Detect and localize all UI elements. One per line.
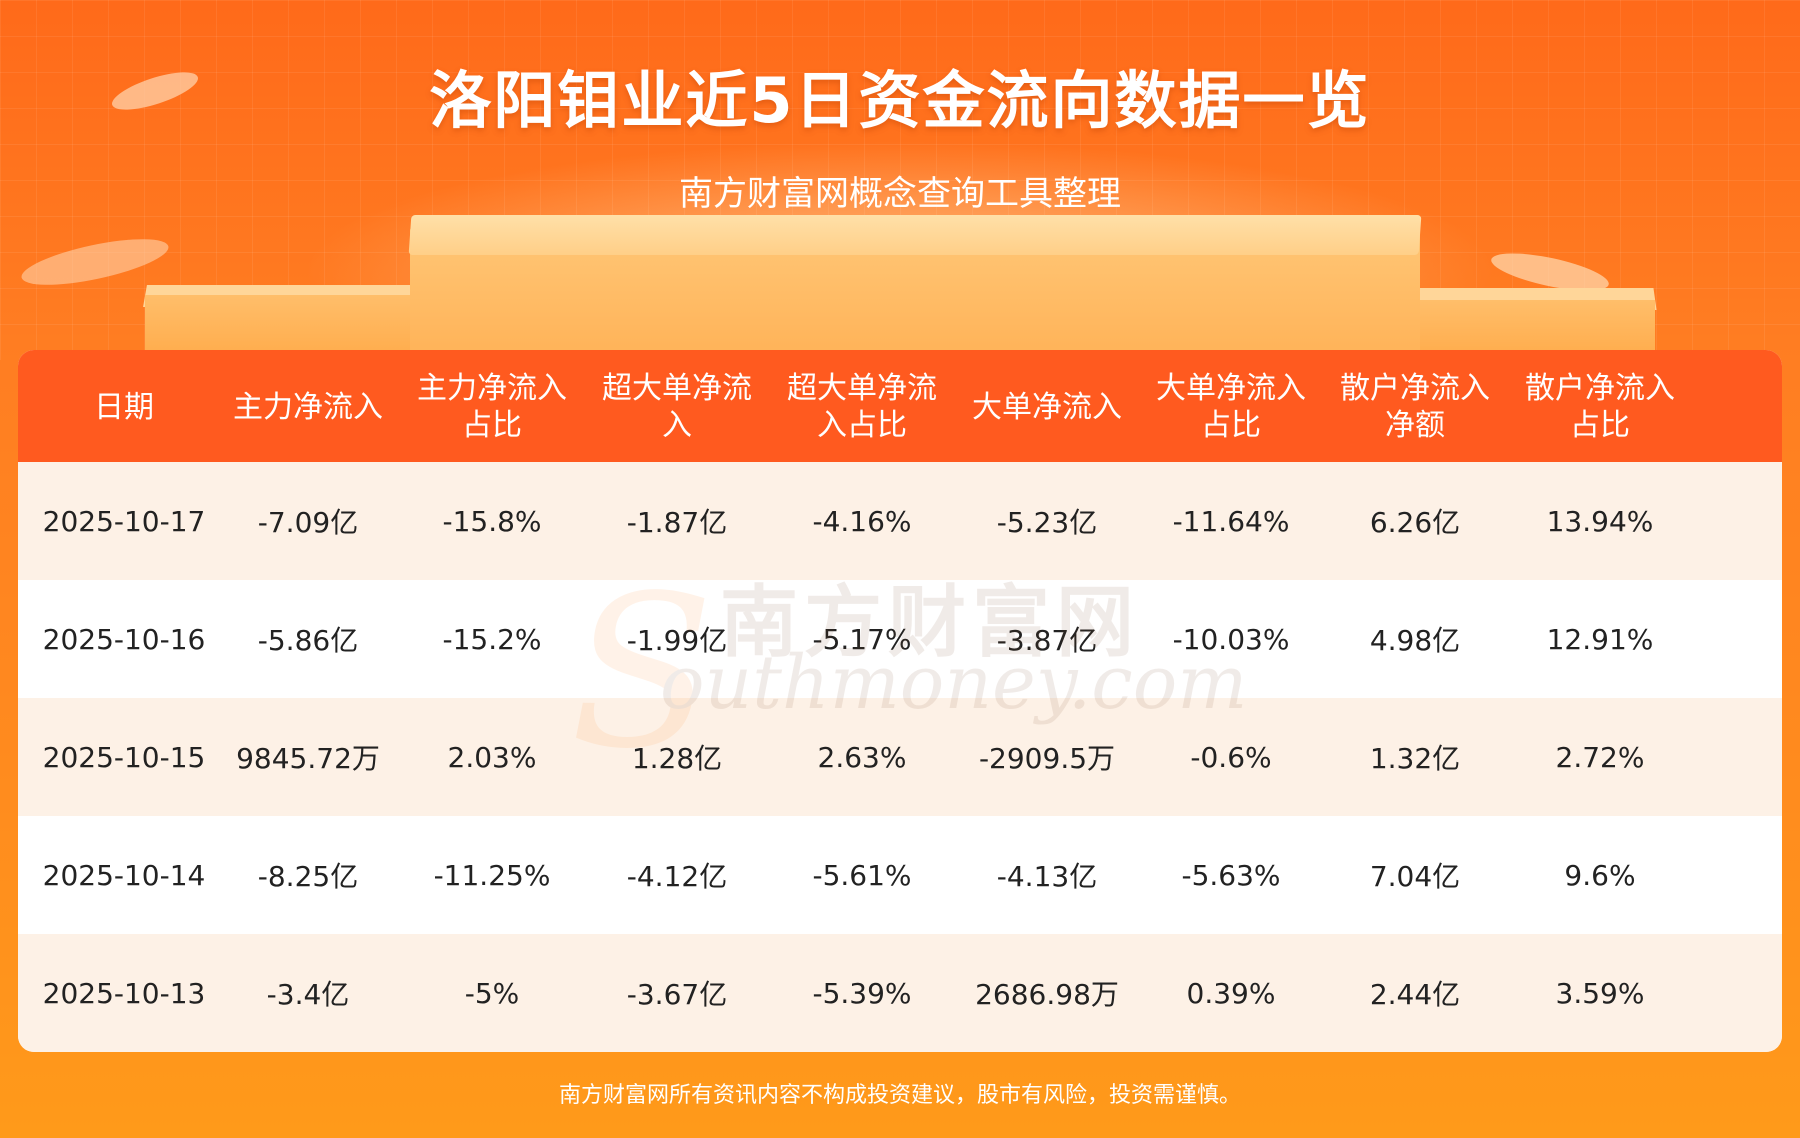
column-header: 超大单净流入 — [602, 371, 752, 443]
table-header: 日期 主力净流入 主力净流入占比 超大单净流入 超大单净流入占比 大单净流入 大… — [18, 350, 1782, 462]
page-subtitle: 南方财富网概念查询工具整理 — [679, 174, 1121, 214]
cell-main-ratio: -15.8% — [442, 504, 542, 538]
cell-retail-ratio: 13.94% — [1546, 504, 1654, 538]
cell-retail-ratio: 2.72% — [1555, 740, 1645, 774]
cell-date: 2025-10-14 — [42, 858, 206, 892]
page-title: 洛阳钼业近5日资金流向数据一览 — [429, 64, 1371, 137]
cell-super-inflow: -1.87亿 — [626, 506, 728, 539]
table-row: 2025-10-13 -3.4亿 -5% -3.67亿 -5.39% 2686.… — [18, 934, 1782, 1052]
cell-main-ratio: -15.2% — [442, 622, 542, 656]
cell-retail-inflow: 1.32亿 — [1369, 742, 1461, 775]
cell-date: 2025-10-13 — [42, 976, 206, 1010]
cell-large-inflow: -3.87亿 — [996, 624, 1098, 657]
cell-date: 2025-10-15 — [42, 740, 206, 774]
decorative-podium-top — [408, 215, 1422, 255]
column-header: 日期 — [94, 389, 154, 425]
column-header: 散户净流入占比 — [1525, 371, 1675, 443]
cell-retail-ratio: 12.91% — [1546, 622, 1654, 656]
cell-super-inflow: 1.28亿 — [631, 742, 723, 775]
cell-retail-inflow: 6.26亿 — [1369, 506, 1461, 539]
cell-super-inflow: -3.67亿 — [626, 978, 728, 1011]
table-row: 2025-10-14 -8.25亿 -11.25% -4.12亿 -5.61% … — [18, 816, 1782, 934]
cell-retail-inflow: 4.98亿 — [1369, 624, 1461, 657]
cell-main-inflow: -5.86亿 — [257, 624, 359, 657]
cell-main-ratio: -5% — [464, 976, 520, 1010]
disclaimer-text: 南方财富网所有资讯内容不构成投资建议，股市有风险，投资需谨慎。 — [558, 1083, 1241, 1108]
cell-main-inflow: -7.09亿 — [257, 506, 359, 539]
table-row: 2025-10-17 -7.09亿 -15.8% -1.87亿 -4.16% -… — [18, 462, 1782, 580]
cell-large-ratio: -11.64% — [1172, 504, 1290, 538]
column-header: 主力净流入 — [233, 389, 383, 425]
cell-retail-inflow: 7.04亿 — [1369, 860, 1461, 893]
cell-super-ratio: 2.63% — [817, 740, 907, 774]
cell-large-inflow: -4.13亿 — [996, 860, 1098, 893]
cell-large-ratio: -0.6% — [1190, 740, 1272, 774]
cell-super-inflow: -1.99亿 — [626, 624, 728, 657]
column-header: 散户净流入净额 — [1340, 371, 1490, 443]
table-row: 2025-10-16 -5.86亿 -15.2% -1.99亿 -5.17% -… — [18, 580, 1782, 698]
cell-large-ratio: -5.63% — [1181, 858, 1281, 892]
cell-large-inflow: -5.23亿 — [996, 506, 1098, 539]
column-header: 超大单净流入占比 — [787, 371, 937, 443]
cell-retail-ratio: 9.6% — [1564, 858, 1636, 892]
cell-super-ratio: -5.17% — [812, 622, 912, 656]
cell-large-inflow: 2686.98万 — [975, 978, 1119, 1011]
cell-main-ratio: 2.03% — [447, 740, 537, 774]
table-row: 2025-10-15 9845.72万 2.03% 1.28亿 2.63% -2… — [18, 698, 1782, 816]
cell-super-inflow: -4.12亿 — [626, 860, 728, 893]
cell-super-ratio: -4.16% — [812, 504, 912, 538]
cell-date: 2025-10-17 — [42, 504, 206, 538]
column-header: 主力净流入占比 — [417, 371, 567, 443]
cell-retail-inflow: 2.44亿 — [1369, 978, 1461, 1011]
cell-large-inflow: -2909.5万 — [978, 742, 1116, 775]
column-header: 大单净流入 — [972, 389, 1122, 425]
cell-main-inflow: -8.25亿 — [257, 860, 359, 893]
cell-main-ratio: -11.25% — [433, 858, 551, 892]
cell-large-ratio: 0.39% — [1186, 976, 1276, 1010]
cell-super-ratio: -5.61% — [812, 858, 912, 892]
fund-flow-table: 日期 主力净流入 主力净流入占比 超大单净流入 超大单净流入占比 大单净流入 大… — [18, 350, 1782, 1052]
cell-retail-ratio: 3.59% — [1555, 976, 1645, 1010]
cell-super-ratio: -5.39% — [812, 976, 912, 1010]
column-header: 大单净流入占比 — [1156, 371, 1306, 443]
cell-date: 2025-10-16 — [42, 622, 206, 656]
cell-main-inflow: -3.4亿 — [266, 978, 350, 1011]
cell-main-inflow: 9845.72万 — [236, 742, 380, 775]
cell-large-ratio: -10.03% — [1172, 622, 1290, 656]
